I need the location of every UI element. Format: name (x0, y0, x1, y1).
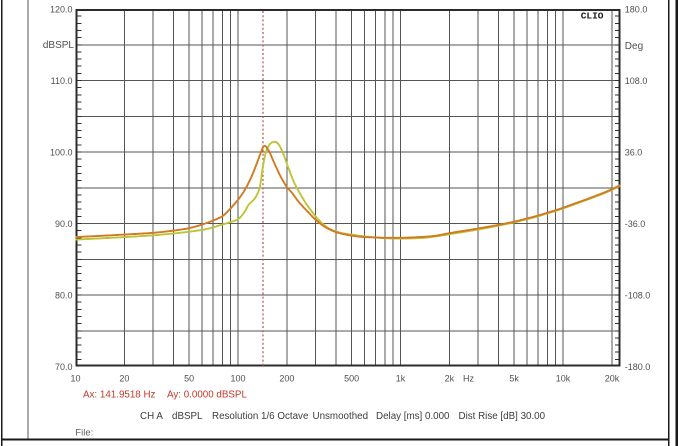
svg-text:108.0: 108.0 (625, 76, 648, 86)
svg-text:-108.0: -108.0 (625, 290, 651, 300)
svg-text:Resolution 1/6 Octave: Resolution 1/6 Octave (212, 411, 309, 422)
svg-text:Ay: 0.0000 dBSPL: Ay: 0.0000 dBSPL (167, 389, 247, 400)
svg-text:10k: 10k (556, 374, 571, 384)
svg-text:20: 20 (119, 374, 129, 384)
svg-text:100: 100 (230, 374, 245, 384)
svg-text:36.0: 36.0 (625, 147, 643, 157)
svg-text:Dist Rise [dB] 30.00: Dist Rise [dB] 30.00 (459, 411, 546, 422)
svg-text:20k: 20k (605, 374, 620, 384)
svg-text:5k: 5k (509, 374, 519, 384)
svg-text:Delay [ms] 0.000: Delay [ms] 0.000 (376, 411, 450, 422)
svg-text:-36.0: -36.0 (625, 219, 646, 229)
svg-text:70.0: 70.0 (55, 362, 73, 372)
svg-text:1k: 1k (396, 374, 406, 384)
svg-text:110.0: 110.0 (51, 76, 73, 86)
svg-text:-180.0: -180.0 (625, 362, 651, 372)
svg-text:200: 200 (279, 374, 294, 384)
svg-text:2k: 2k (445, 374, 455, 384)
svg-text:180.0: 180.0 (625, 4, 648, 14)
svg-text:90.0: 90.0 (55, 219, 73, 229)
svg-text:Ax: 141.9518 Hz: Ax: 141.9518 Hz (83, 389, 156, 400)
svg-text:dBSPL: dBSPL (172, 411, 203, 422)
svg-text:100.0: 100.0 (50, 147, 73, 157)
svg-text:80.0: 80.0 (55, 290, 73, 300)
svg-text:CLIO: CLIO (581, 11, 604, 22)
svg-text:File:: File: (75, 428, 93, 439)
svg-text:Hz: Hz (463, 374, 474, 384)
svg-text:Deg: Deg (625, 41, 643, 52)
svg-text:10: 10 (70, 374, 80, 384)
svg-text:Unsmoothed: Unsmoothed (313, 411, 369, 422)
svg-text:500: 500 (344, 374, 359, 384)
svg-text:50: 50 (184, 374, 194, 384)
svg-text:CH A: CH A (140, 411, 163, 422)
svg-text:120.0: 120.0 (50, 4, 73, 14)
svg-text:dBSPL: dBSPL (43, 40, 75, 51)
